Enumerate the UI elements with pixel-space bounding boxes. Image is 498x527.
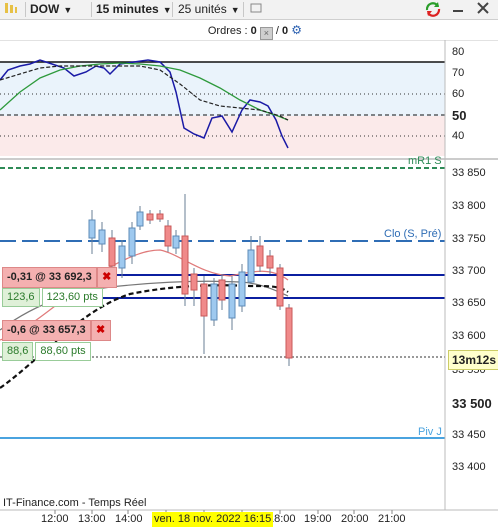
osc-smooth-line <box>0 65 289 121</box>
chart-canvas[interactable] <box>0 40 498 527</box>
orders-count: 0 <box>250 25 257 37</box>
chevron-down-icon: ▼ <box>162 5 172 15</box>
position-1-pnl-value: 123,6 <box>2 288 40 307</box>
time-tick: 18:00 <box>268 513 296 525</box>
orders-clear-icon[interactable]: × <box>259 27 273 40</box>
more-options-icon[interactable] <box>250 1 262 18</box>
time-tick: 20:00 <box>341 513 369 525</box>
pivj-label: Piv J <box>418 426 442 438</box>
orders-bar: Ordres : 0 × / 0 ⚙ <box>0 20 498 41</box>
osc-main-line <box>0 59 289 149</box>
price-tick: 33 800 <box>452 200 486 212</box>
chevron-down-icon: ▼ <box>230 5 240 15</box>
position-2-price[interactable]: -0,6 @ 33 657,3 <box>2 320 91 341</box>
position-1-price[interactable]: -0,31 @ 33 692,3 <box>2 267 97 288</box>
position-2-pnl-pts: 88,60 pts <box>35 342 91 361</box>
position-2[interactable]: -0,6 @ 33 657,3 ✖ <box>2 320 111 341</box>
price-tick: 33 750 <box>452 233 486 245</box>
units-dropdown[interactable]: 25 unités ▼ <box>178 1 240 18</box>
price-tick: 33 600 <box>452 330 486 342</box>
position-2-pnl: 88,6 88,60 pts <box>2 342 91 361</box>
symbol-dropdown[interactable]: DOW ▼ <box>30 1 72 18</box>
position-2-pnl-value: 88,6 <box>2 342 34 361</box>
price-tick: 33 650 <box>452 297 486 309</box>
crosshair-date-badge: ven. 18 nov. 2022 16:15 <box>152 512 274 527</box>
timeframe-dropdown[interactable]: 15 minutes ▼ <box>96 1 172 18</box>
osc-tick-50: 50 <box>452 108 467 123</box>
close-icon[interactable] <box>476 1 490 18</box>
position-1-pnl: 123,6 123,60 pts <box>2 288 103 307</box>
time-tick: 19:00 <box>304 513 332 525</box>
position-1[interactable]: -0,31 @ 33 692,3 ✖ <box>2 267 117 288</box>
close-position-icon[interactable]: ✖ <box>90 320 111 341</box>
osc-tick-70: 70 <box>452 67 465 79</box>
price-tick: 33 850 <box>452 167 486 179</box>
chevron-down-icon: ▼ <box>63 5 73 15</box>
osc-tick-40: 40 <box>452 130 465 142</box>
orders-label: Ordres : <box>207 25 248 37</box>
orders-pending-count: 0 <box>282 25 289 37</box>
time-tick: 13:00 <box>78 513 106 525</box>
clo-label: Clo (S, Pré) <box>384 228 442 240</box>
price-tick: 33 400 <box>452 461 486 473</box>
settings-gear-icon[interactable]: ⚙ <box>291 23 302 37</box>
minimize-icon[interactable] <box>452 1 464 18</box>
price-tick: 33 700 <box>452 265 486 277</box>
osc-oversold-zone <box>0 116 445 156</box>
refresh-icon[interactable] <box>424 1 442 18</box>
mr1-label: mR1 S <box>408 155 442 167</box>
time-tick: 21:00 <box>378 513 406 525</box>
candle-countdown: 13m12s <box>448 350 498 370</box>
orders-separator: / <box>275 25 279 37</box>
time-tick: 12:00 <box>41 513 69 525</box>
timeframe-label: 15 minutes <box>96 2 159 16</box>
osc-tick-80: 80 <box>452 46 465 58</box>
toolbar-menu-icon[interactable] <box>4 1 18 18</box>
position-1-pnl-pts: 123,60 pts <box>41 288 103 307</box>
orders-summary: Ordres : 0 × / 0 ⚙ <box>208 20 302 41</box>
price-tick: 33 450 <box>452 429 486 441</box>
price-tick: 33 500 <box>452 396 492 411</box>
close-position-icon[interactable]: ✖ <box>96 267 117 288</box>
chart-toolbar: DOW ▼ 15 minutes ▼ 25 unités ▼ <box>0 0 498 20</box>
data-source-label: IT-Finance.com - Temps Réel <box>3 497 147 509</box>
osc-tick-60: 60 <box>452 88 465 100</box>
osc-signal-line <box>0 62 289 121</box>
units-label: 25 unités <box>178 2 227 16</box>
candles <box>88 194 293 366</box>
symbol-label: DOW <box>30 2 60 16</box>
time-tick: 14:00 <box>115 513 143 525</box>
